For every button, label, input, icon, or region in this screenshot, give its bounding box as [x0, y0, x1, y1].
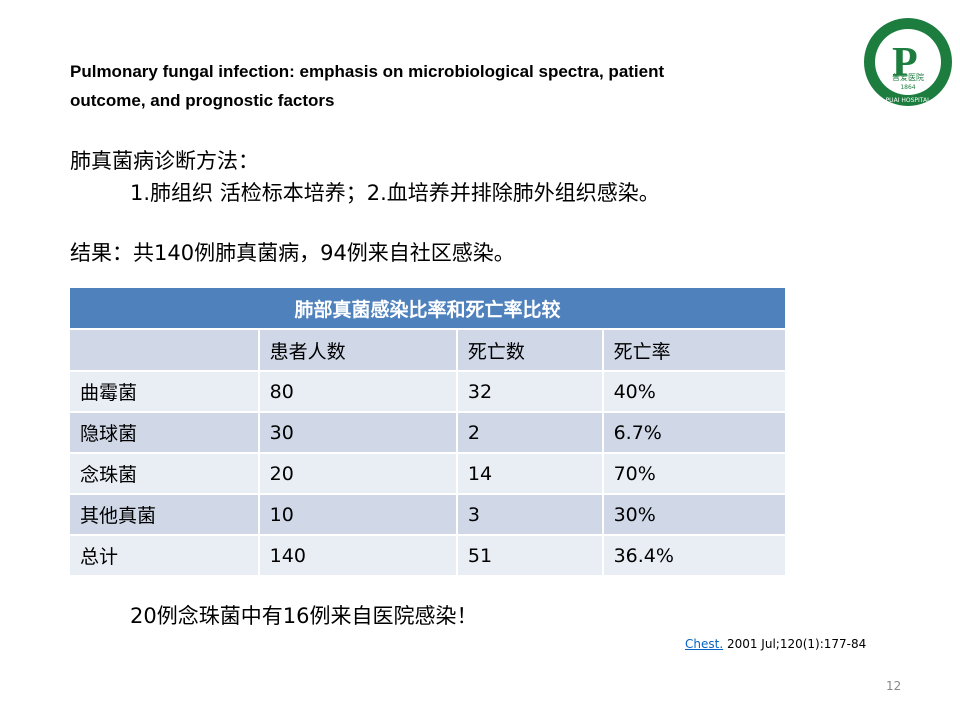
table-cell: 曲霉菌 [68, 370, 260, 413]
table-row: 患者人数 死亡数 死亡率 [68, 328, 788, 372]
logo-year: 1864 [900, 84, 915, 91]
logo: P 普爱医院 1864 PUAI HOSPITAL [864, 18, 952, 106]
table-cell: 6.7% [601, 411, 788, 454]
table-cell: 80 [257, 370, 458, 413]
method-heading: 肺真菌病诊断方法： [70, 149, 259, 173]
table-cell: 30 [257, 411, 458, 454]
title-line: outcome, and prognostic factors [70, 91, 335, 110]
table-cell: 51 [455, 534, 604, 577]
table-row: 隐球菌 30 2 6.7% [68, 411, 788, 454]
table-cell: 隐球菌 [68, 411, 260, 454]
result-text: 结果：共140例肺真菌病，94例来自社区感染。 [70, 241, 515, 265]
table-cell: 念珠菌 [68, 452, 260, 495]
table-cell: 36.4% [601, 534, 788, 577]
table-cell: 3 [455, 493, 604, 536]
table-cell: 死亡率 [601, 328, 788, 372]
title-line: Pulmonary fungal infection: emphasis on … [70, 62, 665, 81]
svg-text:P: P [892, 40, 918, 86]
table-cell: 其他真菌 [68, 493, 260, 536]
reference-text: 2001 Jul;120(1):177-84 [723, 637, 867, 651]
table-cell: 30% [601, 493, 788, 536]
table-cell: 140 [257, 534, 458, 577]
table-cell: 死亡数 [455, 328, 604, 372]
method-text: 1.肺组织 活检标本培养；2.血培养并排除肺外组织感染。 [130, 181, 660, 205]
reference: Chest. 2001 Jul;120(1):177-84 [685, 637, 866, 651]
table-cell: 患者人数 [257, 328, 458, 372]
table-cell: 40% [601, 370, 788, 413]
table-caption: 肺部真菌感染比率和死亡率比较 [68, 286, 787, 330]
page-number: 12 [886, 679, 902, 693]
table: 肺部真菌感染比率和死亡率比较 患者人数 死亡数 死亡率 曲霉菌 80 32 40% 隐球菌 30… [68, 286, 788, 577]
table-row: 总计 140 51 36.4% [68, 534, 788, 577]
table-row: 念珠菌 20 14 70% [68, 452, 788, 495]
table-cell: 总计 [68, 534, 260, 577]
table-cell: 20 [257, 452, 458, 495]
reference-link[interactable]: Chest. [685, 637, 724, 651]
table-cell: 2 [455, 411, 604, 454]
table-row: 其他真菌 10 3 30% [68, 493, 788, 536]
table-row: 曲霉菌 80 32 40% [68, 370, 788, 413]
logo-english: PUAI HOSPITAL [886, 97, 932, 104]
table-cell: 32 [455, 370, 604, 413]
note: 20例念珠菌中有16例来自医院感染！ [130, 604, 478, 628]
logo-name: 普爱医院 [892, 72, 924, 82]
table-cell: 70% [601, 452, 788, 495]
table-cell [68, 328, 260, 372]
table-cell: 10 [257, 493, 458, 536]
table-cell: 14 [455, 452, 604, 495]
